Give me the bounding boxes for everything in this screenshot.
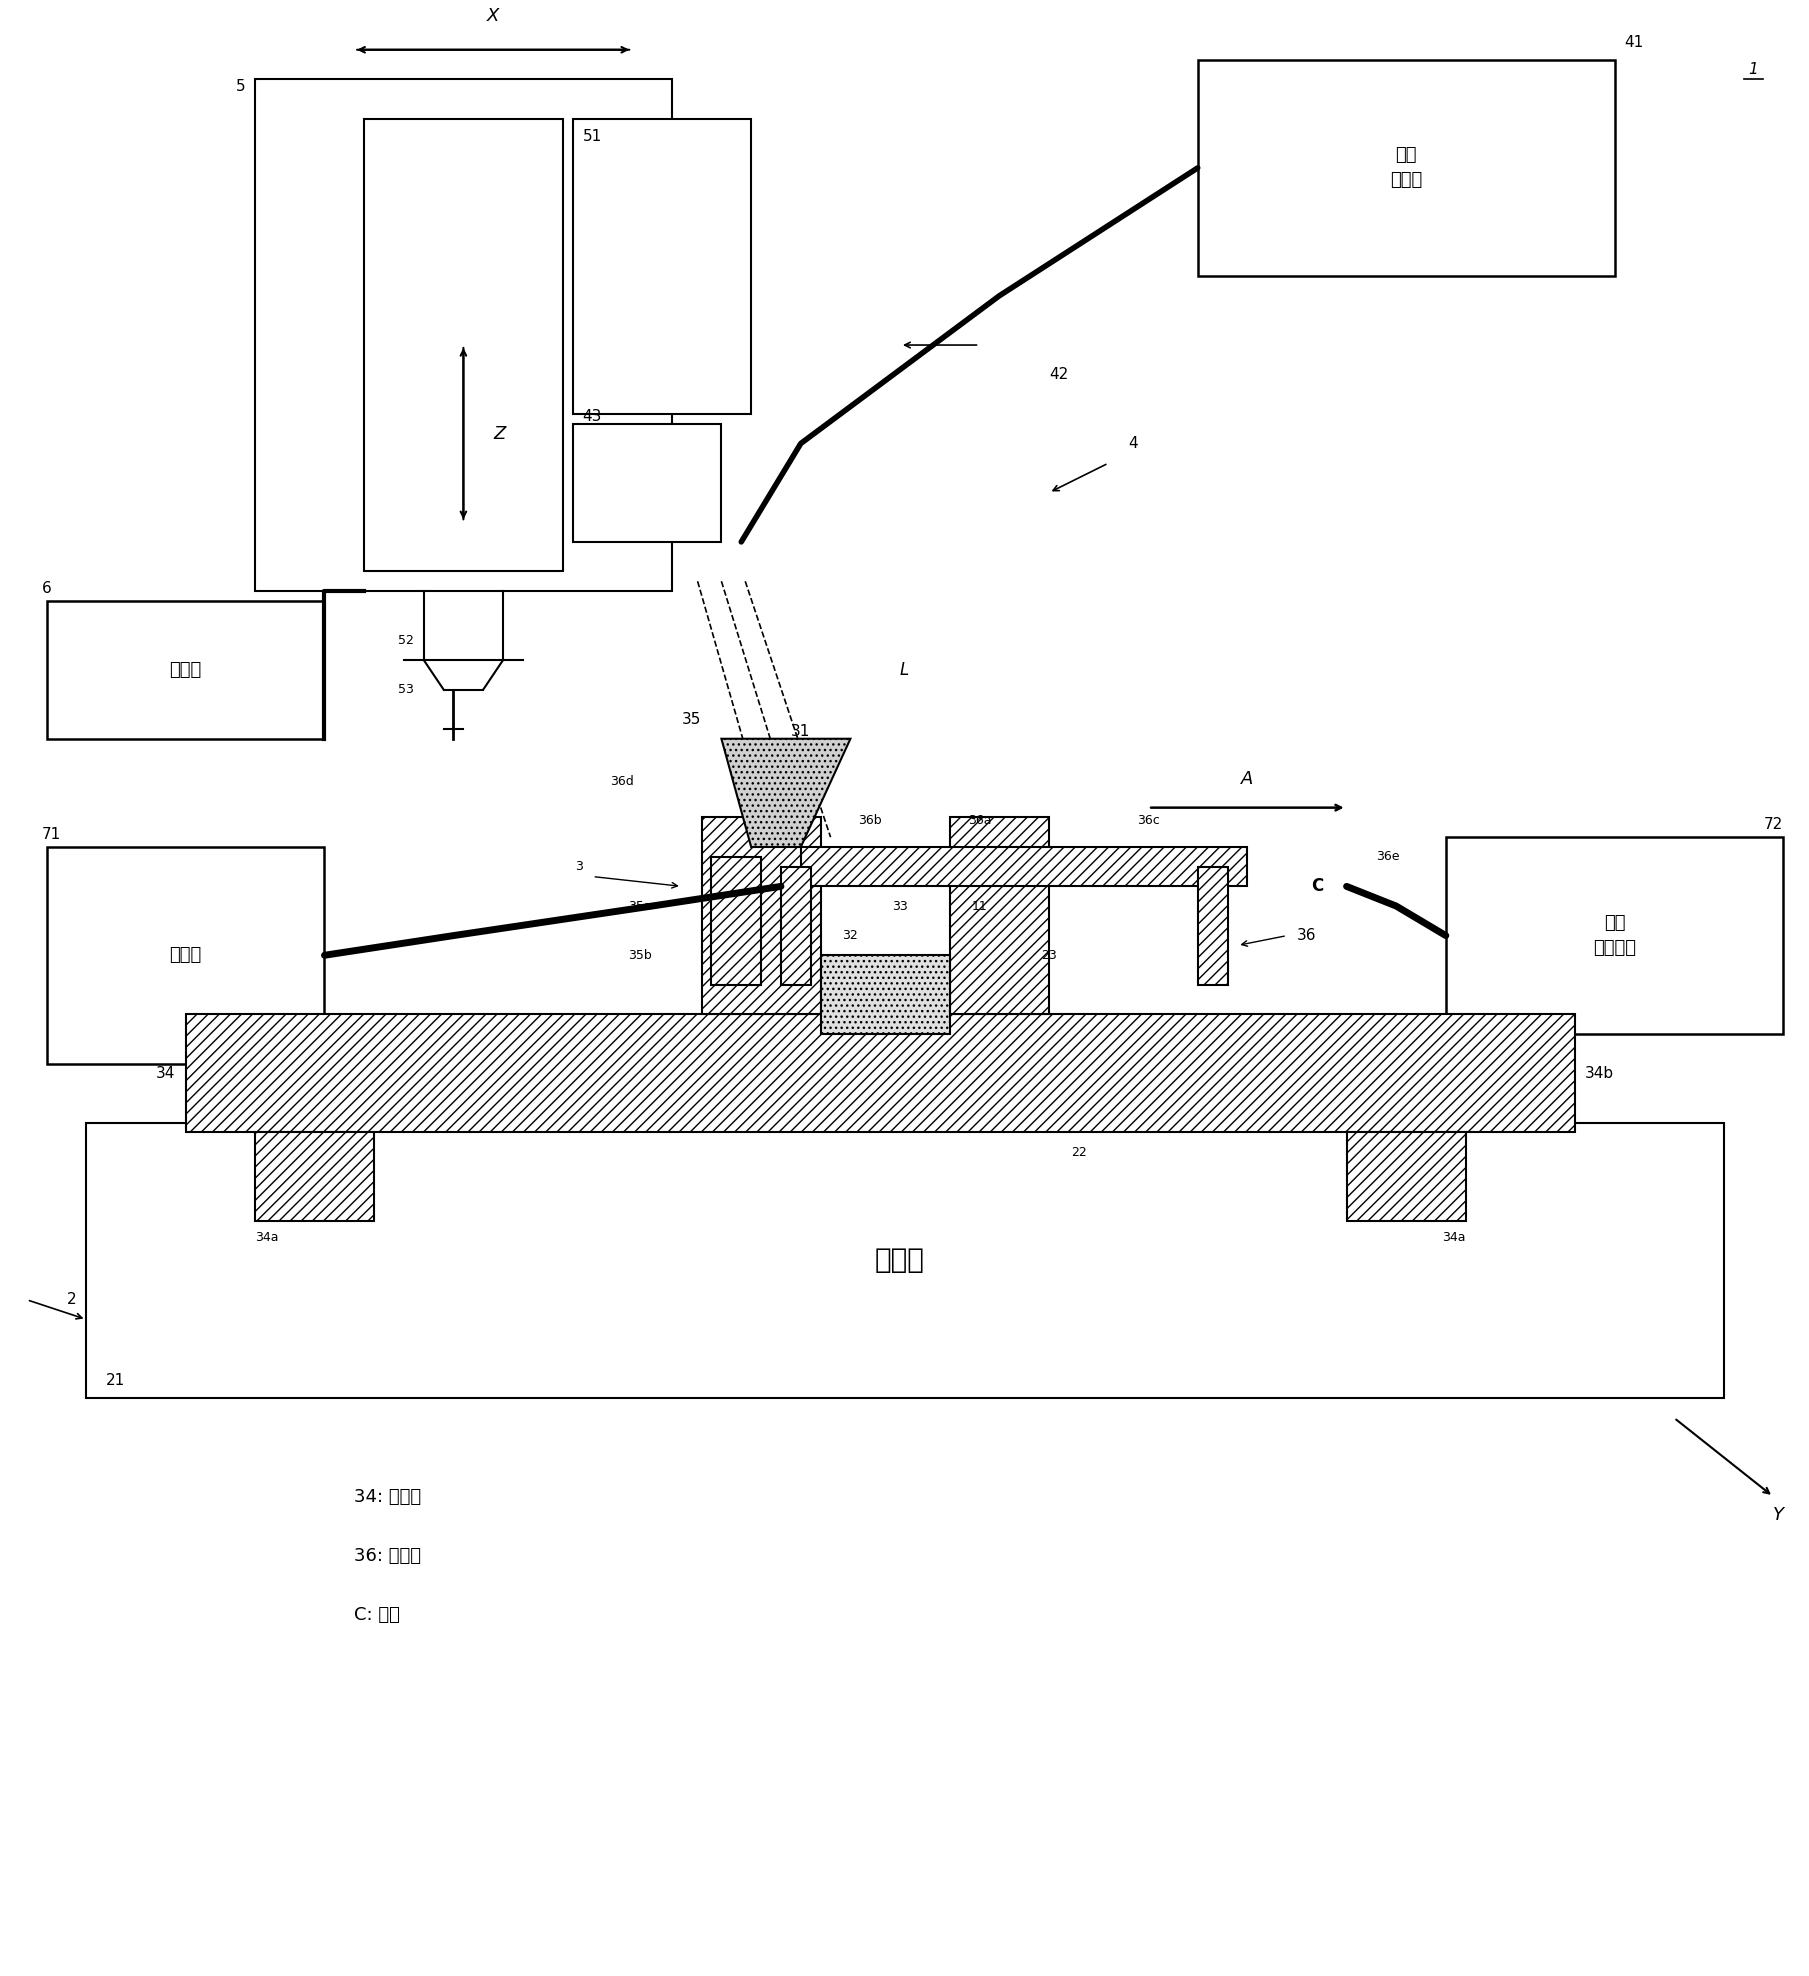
Text: 35: 35: [682, 711, 702, 727]
Text: 6: 6: [42, 581, 51, 597]
Text: 光束
振荡器: 光束 振荡器: [1389, 146, 1422, 190]
Bar: [1346, 1132, 1465, 1221]
Text: 34b: 34b: [1585, 1065, 1614, 1081]
Text: 53: 53: [398, 684, 414, 696]
Text: 32: 32: [843, 929, 857, 943]
Text: 2: 2: [67, 1292, 76, 1308]
Text: 23: 23: [1040, 948, 1056, 962]
Bar: [87, 1122, 1724, 1399]
Text: 加工台: 加工台: [876, 1247, 924, 1275]
Text: 22: 22: [1071, 1146, 1087, 1158]
Text: 控制部: 控制部: [170, 660, 201, 680]
Text: 34a: 34a: [1442, 1231, 1465, 1243]
Bar: [950, 818, 1049, 1014]
Bar: [1198, 59, 1614, 277]
Text: C: 腔室: C: 腔室: [355, 1606, 400, 1624]
Text: Z: Z: [494, 425, 505, 443]
Text: 43: 43: [582, 409, 602, 423]
Text: 36d: 36d: [610, 775, 635, 788]
Text: 34: 34: [156, 1065, 175, 1081]
Text: 52: 52: [398, 634, 414, 646]
Bar: [1198, 867, 1228, 984]
Bar: [573, 119, 751, 413]
Text: 35a: 35a: [628, 899, 651, 913]
Text: 33: 33: [892, 899, 908, 913]
Text: 42: 42: [1049, 368, 1067, 381]
Bar: [711, 858, 762, 984]
Text: Y: Y: [1773, 1506, 1784, 1523]
Text: 4: 4: [1129, 437, 1138, 451]
Bar: [702, 818, 821, 1014]
Text: 1: 1: [1749, 61, 1758, 77]
Text: 71: 71: [42, 828, 62, 842]
Text: 36: 覆盖框: 36: 覆盖框: [355, 1547, 421, 1565]
Text: 36e: 36e: [1377, 850, 1400, 864]
Text: A: A: [1241, 771, 1254, 788]
Bar: [781, 867, 810, 984]
Text: C: C: [1312, 877, 1322, 895]
Text: X: X: [487, 8, 499, 26]
Text: 35b: 35b: [628, 948, 651, 962]
Text: 5: 5: [235, 79, 244, 95]
Bar: [255, 79, 671, 591]
Text: 11: 11: [971, 899, 988, 913]
Text: 36a: 36a: [968, 814, 991, 828]
Text: 21: 21: [107, 1373, 125, 1389]
Text: 34a: 34a: [255, 1231, 279, 1243]
Text: 36b: 36b: [859, 814, 883, 828]
Text: 72: 72: [1764, 818, 1784, 832]
Text: 36: 36: [1297, 929, 1317, 943]
Bar: [364, 119, 563, 571]
Bar: [47, 601, 324, 739]
Text: 36c: 36c: [1136, 814, 1160, 828]
Bar: [801, 848, 1248, 887]
Bar: [186, 1014, 1576, 1132]
Text: 气体罐: 气体罐: [170, 947, 201, 964]
Bar: [47, 848, 324, 1063]
Text: 3: 3: [575, 860, 582, 873]
Bar: [573, 423, 722, 541]
Bar: [821, 954, 950, 1033]
Bar: [255, 1132, 374, 1221]
Text: 气体
回收装置: 气体 回收装置: [1594, 915, 1635, 956]
Polygon shape: [722, 739, 850, 848]
Text: L: L: [901, 660, 910, 680]
Bar: [1445, 838, 1784, 1033]
Text: 31: 31: [791, 723, 810, 739]
Text: 34: 升降框: 34: 升降框: [355, 1488, 421, 1506]
Text: 41: 41: [1624, 36, 1644, 49]
Text: 51: 51: [582, 128, 602, 144]
